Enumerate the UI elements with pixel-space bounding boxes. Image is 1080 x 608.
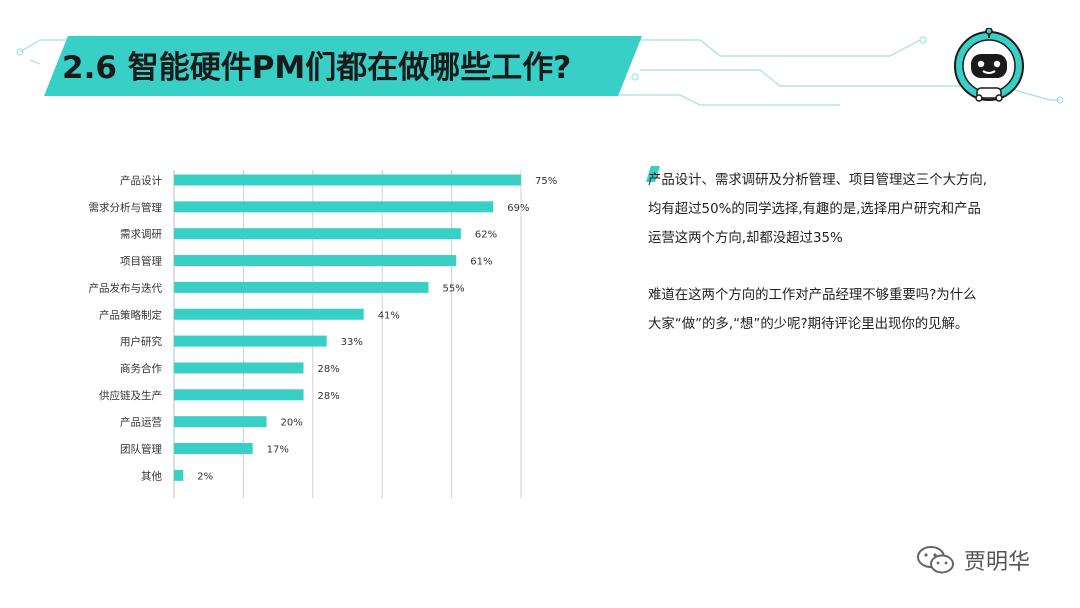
title-banner — [44, 36, 642, 96]
commentary-line: 均有超过50%的同学选择,有趣的是,选择用户研究和产品 — [648, 202, 981, 217]
wechat-icon — [917, 546, 954, 574]
value-label: 28% — [318, 391, 340, 402]
value-label: 75% — [535, 176, 557, 187]
bar — [174, 416, 267, 428]
robot-mascot-icon — [954, 28, 1024, 102]
commentary-line: 难道在这两个方向的工作对产品经理不够重要吗?为什么 — [648, 288, 977, 303]
bar-chart: 产品设计需求分析与管理需求调研项目管理产品发布与迭代产品策略制定用户研究商务合作… — [89, 170, 557, 499]
category-labels: 产品设计需求分析与管理需求调研项目管理产品发布与迭代产品策略制定用户研究商务合作… — [89, 174, 163, 482]
bar — [174, 174, 521, 186]
bar — [174, 389, 304, 401]
bar — [174, 281, 429, 293]
value-label: 69% — [507, 203, 529, 214]
commentary-panel: 产品设计、需求调研及分析管理、项目管理这三个大方向, 均有超过50%的同学选择,… — [648, 166, 1008, 339]
bar — [174, 469, 184, 481]
category-label: 产品设计 — [120, 174, 162, 187]
commentary-line: 产品设计、需求调研及分析管理、项目管理这三个大方向, — [648, 173, 988, 188]
value-label: 2% — [197, 471, 213, 482]
category-label: 产品发布与迭代 — [89, 281, 163, 294]
commentary-paragraph-1: 产品设计、需求调研及分析管理、项目管理这三个大方向, 均有超过50%的同学选择,… — [648, 166, 1008, 253]
bar — [174, 201, 494, 213]
category-label: 用户研究 — [120, 335, 162, 348]
value-label: 61% — [470, 257, 492, 268]
category-label: 其他 — [141, 469, 162, 482]
bar — [174, 255, 457, 267]
bar — [174, 335, 327, 347]
category-label: 供应链及生产 — [99, 389, 162, 402]
bar — [174, 443, 253, 454]
page-title: 2.6 智能硬件PM们都在做哪些工作? — [62, 50, 572, 86]
category-label: 产品策略制定 — [99, 308, 162, 321]
value-labels: 75% 69% 62% 61% 55% 41% 33% 28% 28% 20% 17% 2% — [197, 176, 557, 482]
value-label: 20% — [281, 418, 303, 429]
commentary-paragraph-2: 难道在这两个方向的工作对产品经理不够重要吗?为什么 大家“做”的多,“想”的少呢… — [648, 281, 1008, 339]
watermark: 贾明华 — [916, 542, 1030, 578]
value-label: 17% — [267, 445, 289, 456]
value-label: 28% — [318, 364, 340, 375]
category-label: 需求分析与管理 — [89, 201, 163, 214]
watermark-name: 贾明华 — [964, 550, 1031, 575]
value-label: 62% — [475, 230, 497, 241]
value-label: 55% — [442, 283, 464, 294]
category-label: 需求调研 — [120, 229, 162, 241]
category-label: 商务合作 — [120, 362, 162, 375]
value-label: 41% — [378, 310, 400, 321]
bar — [174, 308, 364, 320]
commentary-line: 大家“做”的多,“想”的少呢?期待评论里出现你的见解。 — [648, 317, 969, 332]
category-label: 团队管理 — [120, 443, 162, 456]
category-label: 项目管理 — [120, 255, 162, 268]
bar — [174, 228, 461, 240]
bar — [174, 362, 304, 374]
commentary-line: 运营这两个方向,却都没超过35% — [648, 231, 843, 246]
value-label: 33% — [341, 337, 363, 348]
category-label: 产品运营 — [120, 416, 162, 429]
bars — [174, 174, 521, 481]
